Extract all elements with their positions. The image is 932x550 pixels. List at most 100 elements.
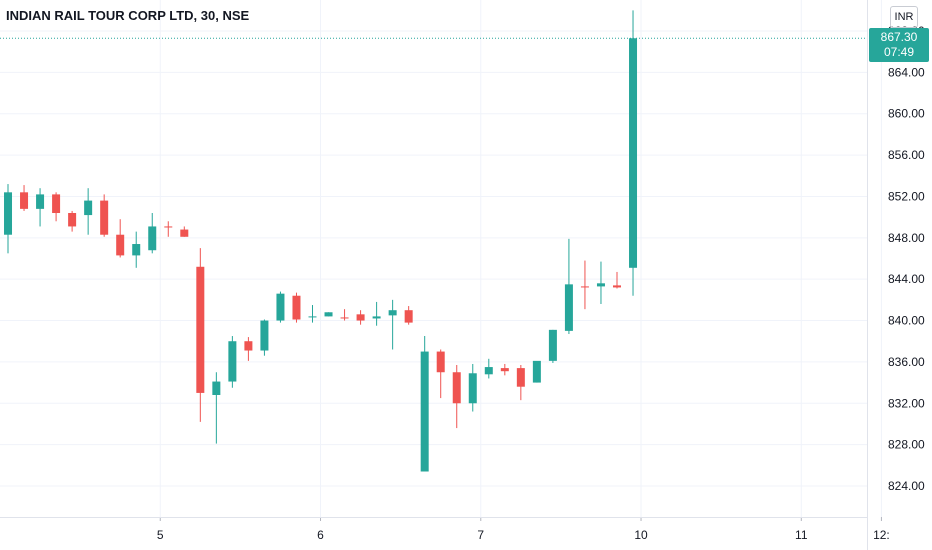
candle-body <box>372 316 381 319</box>
candle[interactable] <box>388 299 397 350</box>
candle-body <box>132 244 141 256</box>
candle-body <box>324 312 333 317</box>
candle[interactable] <box>228 336 237 388</box>
y-tick-label: 832.00 <box>888 396 925 410</box>
candle-body <box>148 226 157 251</box>
candle-body <box>68 213 77 227</box>
candle-body <box>404 310 413 323</box>
candle[interactable] <box>420 336 429 472</box>
candle-body <box>52 194 61 214</box>
candle[interactable] <box>612 271 621 289</box>
candle-body <box>452 372 461 404</box>
candle[interactable] <box>516 365 525 401</box>
grid-lines <box>0 0 882 517</box>
candle-body <box>484 367 493 375</box>
candle-body <box>564 284 573 331</box>
candle[interactable] <box>468 363 477 412</box>
candle-body <box>420 351 429 472</box>
candle[interactable] <box>52 192 61 222</box>
candle-body <box>629 38 638 268</box>
candle[interactable] <box>596 261 605 304</box>
candle[interactable] <box>84 188 93 235</box>
candle-body <box>532 360 541 383</box>
x-tick-label: 11 <box>795 528 808 542</box>
candle-body <box>612 285 621 288</box>
candle[interactable] <box>340 309 349 321</box>
candle-body <box>468 373 477 404</box>
candle[interactable] <box>356 310 365 325</box>
x-tick-label: 6 <box>317 528 324 542</box>
candle-series[interactable] <box>4 10 638 472</box>
y-tick-label: 836.00 <box>888 355 925 369</box>
candle[interactable] <box>580 260 589 310</box>
candle-body <box>212 381 221 395</box>
candle-body <box>180 229 189 237</box>
candle[interactable] <box>20 185 29 211</box>
candle-body <box>84 200 93 216</box>
candle[interactable] <box>260 319 269 356</box>
y-tick-label: 860.00 <box>888 107 925 121</box>
candle[interactable] <box>548 329 557 363</box>
candle[interactable] <box>244 337 253 361</box>
y-tick-label: 844.00 <box>888 272 925 286</box>
candle-body <box>164 226 173 228</box>
candle-body <box>244 341 253 351</box>
candle[interactable] <box>4 184 13 254</box>
candle[interactable] <box>132 231 141 268</box>
candle-body <box>356 314 365 321</box>
candle[interactable] <box>68 210 77 232</box>
candle-body <box>276 293 285 321</box>
candle-body <box>116 234 125 256</box>
candle-body <box>4 192 13 235</box>
time-axis[interactable]: 5 6 7 10 11 12: <box>0 517 890 542</box>
x-tick-label: 5 <box>157 528 164 542</box>
candle[interactable] <box>180 226 189 237</box>
bar-countdown: 07:49 <box>883 45 915 60</box>
candle-body <box>596 283 605 287</box>
candle[interactable] <box>100 194 109 237</box>
y-tick-label: 828.00 <box>888 438 925 452</box>
candle-body <box>36 194 45 209</box>
price-axis[interactable]: 824.00 828.00 832.00 836.00 840.00 844.00 848.… <box>867 0 926 550</box>
candle[interactable] <box>308 305 317 323</box>
candle[interactable] <box>500 363 509 376</box>
candle[interactable] <box>148 213 157 254</box>
candle-body <box>516 368 525 387</box>
candle[interactable] <box>164 221 173 237</box>
candle[interactable] <box>436 349 445 399</box>
chart-title: INDIAN RAIL TOUR CORP LTD, 30, NSE <box>6 8 250 23</box>
candle-body <box>500 368 509 372</box>
candle-body <box>388 310 397 316</box>
candle-body <box>260 320 269 351</box>
y-tick-label: 856.00 <box>888 148 925 162</box>
candle-body <box>436 351 445 373</box>
candle[interactable] <box>276 291 285 323</box>
candle-body <box>100 200 109 235</box>
x-tick-label: 10 <box>634 528 648 542</box>
candle-body <box>228 341 237 382</box>
candle[interactable] <box>324 312 333 317</box>
candle-body <box>196 266 205 393</box>
y-tick-label: 840.00 <box>888 314 925 328</box>
candle[interactable] <box>629 10 638 296</box>
currency-button[interactable]: INR <box>890 6 918 28</box>
y-tick-label: 824.00 <box>888 479 925 493</box>
candle-body <box>340 317 349 319</box>
x-tick-label: 7 <box>477 528 484 542</box>
candle[interactable] <box>372 301 381 326</box>
candle[interactable] <box>484 358 493 379</box>
candle[interactable] <box>116 219 125 258</box>
candle[interactable] <box>452 365 461 429</box>
y-tick-label: 848.00 <box>888 231 925 245</box>
candle[interactable] <box>532 360 541 383</box>
candle[interactable] <box>196 248 205 422</box>
y-tick-label: 852.00 <box>888 189 925 203</box>
candle[interactable] <box>212 372 221 444</box>
last-price-value: 867.30 <box>880 30 918 45</box>
candle[interactable] <box>292 292 301 323</box>
candle[interactable] <box>564 238 573 334</box>
candle[interactable] <box>36 188 45 227</box>
last-price-badge: 867.30 07:49 <box>869 28 929 63</box>
candle[interactable] <box>404 306 413 325</box>
